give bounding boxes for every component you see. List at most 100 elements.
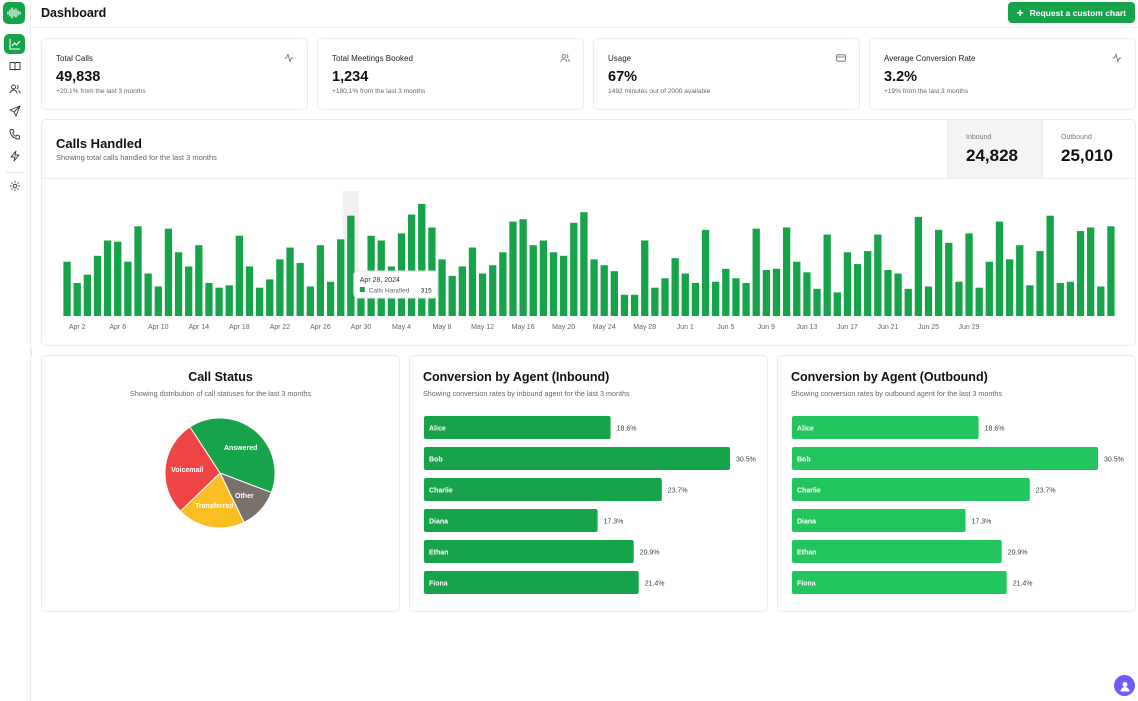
calls-bar[interactable]	[1005, 259, 1014, 316]
calls-bar[interactable]	[144, 273, 152, 316]
calls-bar[interactable]	[1026, 285, 1034, 316]
calls-bar[interactable]	[671, 258, 679, 316]
resize-handle[interactable]: ⋮	[28, 350, 35, 357]
calls-bar[interactable]	[924, 286, 933, 317]
pie-slice-transferred[interactable]	[179, 472, 245, 528]
agent-bar[interactable]	[792, 416, 979, 439]
calls-bar[interactable]	[73, 282, 81, 316]
calls-bar[interactable]	[945, 242, 953, 316]
calls-bar[interactable]	[296, 262, 304, 316]
calls-bar[interactable]	[478, 273, 487, 316]
agent-bar[interactable]	[792, 478, 1030, 501]
calls-bar[interactable]	[438, 259, 446, 316]
agent-bar[interactable]	[424, 416, 611, 439]
calls-bar[interactable]	[914, 216, 923, 316]
calls-bar[interactable]	[1087, 227, 1095, 317]
calls-bar[interactable]	[772, 268, 781, 316]
calls-bar[interactable]	[215, 287, 223, 316]
pie-slice-answered[interactable]	[189, 418, 276, 494]
calls-bar[interactable]	[884, 269, 892, 316]
calls-bar[interactable]	[174, 252, 183, 316]
calls-bar[interactable]	[1056, 282, 1064, 316]
calls-bar[interactable]	[782, 227, 791, 317]
users-icon[interactable]	[4, 79, 25, 99]
calls-bar[interactable]	[975, 287, 983, 316]
calls-bar[interactable]	[853, 264, 862, 316]
calls-bar[interactable]	[519, 219, 527, 316]
calls-bar[interactable]	[407, 214, 416, 316]
calls-bar[interactable]	[934, 229, 943, 316]
calls-bar[interactable]	[955, 281, 963, 316]
calls-bar[interactable]	[1097, 286, 1105, 317]
calls-bar[interactable]	[1016, 245, 1024, 316]
calls-bar[interactable]	[164, 228, 173, 316]
calls-bar[interactable]	[610, 271, 618, 316]
calls-bar[interactable]	[833, 292, 841, 316]
calls-bar[interactable]	[266, 279, 274, 316]
calls-bar[interactable]	[1046, 215, 1054, 316]
chart-line-icon[interactable]	[4, 34, 25, 54]
outbound-agent-bar-chart[interactable]: Alice 18.6% Bob 30.5% Charlie 23.7% Diana 17.3%…	[778, 411, 1135, 601]
calls-bar[interactable]	[306, 286, 314, 317]
calls-bar[interactable]	[742, 282, 750, 316]
agent-bar[interactable]	[424, 571, 639, 594]
calls-bar[interactable]	[276, 259, 284, 316]
calls-bar[interactable]	[114, 241, 122, 316]
calls-bar[interactable]	[83, 274, 91, 316]
calls-bar[interactable]	[864, 251, 872, 316]
calls-bar[interactable]	[195, 245, 203, 316]
calls-bar[interactable]	[691, 282, 700, 316]
calls-bar[interactable]	[326, 281, 335, 316]
calls-bar[interactable]	[489, 265, 497, 316]
request-custom-chart-button[interactable]: + Request a custom chart	[1007, 2, 1135, 23]
calls-bar[interactable]	[590, 259, 598, 316]
calls-bar[interactable]	[347, 215, 355, 316]
calls-bar-chart[interactable]: Apr 2 Apr 6 Apr 10 Apr 14 Apr 18 Apr 22 Apr 26…	[42, 179, 1135, 345]
inbound-toggle[interactable]: Inbound 24,828	[947, 120, 1043, 178]
calls-bar[interactable]	[580, 212, 588, 316]
calls-bar[interactable]	[134, 226, 142, 316]
agent-bar[interactable]	[792, 540, 1002, 563]
calls-bar[interactable]	[468, 247, 477, 316]
calls-bar[interactable]	[874, 234, 882, 316]
calls-bar[interactable]	[235, 235, 244, 316]
calls-bar[interactable]	[124, 261, 132, 316]
calls-bar[interactable]	[823, 234, 831, 316]
calls-bar[interactable]	[286, 247, 294, 316]
calls-bar[interactable]	[722, 268, 730, 316]
calls-bar[interactable]	[549, 252, 558, 316]
calls-bar[interactable]	[316, 245, 325, 316]
outbound-toggle[interactable]: Outbound 25,010	[1042, 120, 1138, 178]
calls-bar[interactable]	[499, 252, 507, 316]
calls-bar[interactable]	[904, 288, 912, 316]
phone-icon[interactable]	[4, 124, 25, 144]
calls-bar[interactable]	[651, 287, 659, 316]
calls-bar[interactable]	[630, 294, 639, 316]
calls-bar[interactable]	[63, 261, 71, 316]
calls-bar[interactable]	[93, 255, 102, 316]
calls-bar[interactable]	[762, 269, 771, 316]
calls-bar[interactable]	[458, 266, 466, 316]
calls-bar[interactable]	[843, 252, 852, 316]
calls-bar[interactable]	[154, 286, 162, 317]
calls-bar[interactable]	[205, 282, 213, 316]
calls-bar[interactable]	[600, 265, 608, 316]
calls-bar[interactable]	[701, 229, 710, 316]
calls-bar[interactable]	[225, 285, 233, 316]
inbound-agent-bar-chart[interactable]: Alice 18.6% Bob 30.5% Charlie 23.7% Diana 17.3%…	[410, 411, 767, 601]
calls-bar[interactable]	[681, 273, 689, 316]
gear-icon[interactable]	[4, 176, 25, 196]
calls-bar[interactable]	[793, 261, 801, 316]
calls-bar[interactable]	[103, 240, 112, 316]
calls-bar[interactable]	[712, 281, 720, 316]
calls-bar[interactable]	[641, 240, 649, 316]
lightning-icon[interactable]	[4, 146, 25, 166]
agent-bar[interactable]	[424, 478, 662, 501]
calls-bar[interactable]	[570, 222, 578, 316]
agent-bar[interactable]	[424, 509, 598, 532]
pie-slice-voicemail[interactable]	[164, 426, 221, 512]
calls-bar[interactable]	[448, 275, 456, 316]
calls-bar[interactable]	[803, 272, 811, 316]
calls-bar[interactable]	[620, 294, 629, 316]
calls-bar[interactable]	[661, 278, 669, 316]
